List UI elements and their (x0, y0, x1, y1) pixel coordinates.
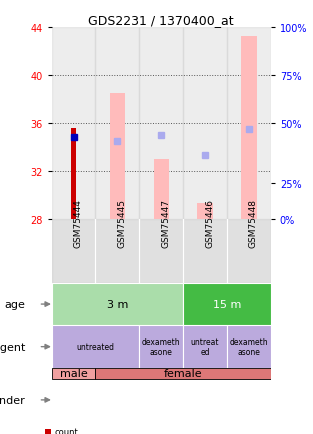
Bar (153, 160, 169, 220)
Text: untreat
ed: untreat ed (191, 337, 219, 357)
Bar (183, 220, 227, 283)
Text: gender: gender (0, 395, 25, 405)
Text: 15 m: 15 m (213, 299, 241, 309)
Text: dexameth
asone: dexameth asone (229, 337, 268, 357)
Text: GSM75447: GSM75447 (161, 198, 170, 247)
Bar (183, 28, 227, 220)
Bar (241, 36, 256, 220)
Bar (52, 28, 95, 220)
Bar (139, 220, 183, 283)
Bar (52, 326, 139, 368)
Bar (95, 368, 271, 379)
Text: agent: agent (0, 342, 25, 352)
Text: GSM75446: GSM75446 (205, 198, 214, 247)
Bar (139, 28, 183, 220)
Title: GDS2231 / 1370400_at: GDS2231 / 1370400_at (88, 14, 234, 27)
Bar (227, 220, 271, 283)
Bar (227, 326, 271, 368)
Bar (52, 368, 95, 379)
Bar (71, 128, 76, 220)
Bar (183, 326, 227, 368)
Bar (95, 28, 139, 220)
Text: male: male (60, 368, 87, 378)
Text: GSM75445: GSM75445 (117, 198, 126, 247)
Text: 3 m: 3 m (107, 299, 128, 309)
Text: GSM75448: GSM75448 (249, 198, 258, 247)
Bar (139, 326, 183, 368)
Bar (52, 220, 95, 283)
Bar (227, 28, 271, 220)
Text: GSM75444: GSM75444 (74, 198, 83, 247)
Bar (95, 220, 139, 283)
Bar (52, 283, 183, 326)
Bar (110, 94, 125, 220)
Bar (183, 283, 271, 326)
Text: age: age (4, 299, 25, 309)
Text: female: female (164, 368, 203, 378)
Text: count: count (54, 427, 78, 434)
Text: untreated: untreated (76, 342, 115, 352)
Bar (198, 204, 213, 220)
Text: dexameth
asone: dexameth asone (142, 337, 181, 357)
